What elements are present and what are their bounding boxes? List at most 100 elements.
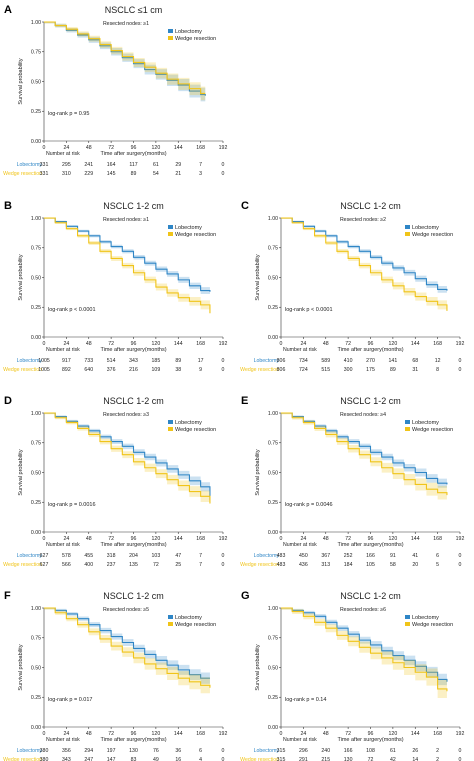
- risk-value-lobectomy: 29: [175, 162, 181, 168]
- panel-g: G NSCLC 1-2 cm Resected nodes: ≥6 0.00 0.25 0…: [240, 590, 464, 761]
- risk-value-lobectomy: 91: [390, 553, 396, 559]
- risk-value-wedge: 130: [344, 757, 353, 761]
- resected-nodes-label: Resected nodes: ≥1: [103, 217, 149, 223]
- pvalue-label: log-rank p = 0.95: [48, 111, 89, 117]
- risk-value-lobectomy: 733: [84, 358, 93, 364]
- risk-row-label-lobectomy: Lobectomy: [17, 358, 43, 364]
- risk-value-lobectomy: 295: [62, 162, 71, 168]
- risk-value-wedge: 0: [222, 171, 225, 177]
- risk-value-wedge: 0: [459, 367, 462, 373]
- risk-value-wedge: 229: [84, 171, 93, 177]
- risk-value-lobectomy: 315: [277, 748, 286, 754]
- risk-value-lobectomy: 0: [459, 748, 462, 754]
- resected-nodes-label: Resected nodes: ≥2: [340, 217, 386, 223]
- y-tick-label: 0.00: [31, 335, 41, 341]
- x-tick-label: 120: [389, 536, 398, 542]
- y-tick-label: 0.25: [31, 695, 41, 701]
- risk-row-label-wedge: Wedge resection: [240, 757, 279, 761]
- risk-value-wedge: 49: [153, 757, 159, 761]
- legend-swatch-lobectomy: [168, 225, 173, 229]
- risk-value-wedge: 291: [299, 757, 308, 761]
- risk-value-lobectomy: 130: [129, 748, 138, 754]
- x-axis-label: Time after surgery(months): [337, 347, 403, 353]
- x-tick-label: 0: [280, 341, 283, 347]
- panel-d: D NSCLC 1-2 cm Resected nodes: ≥3 0.00 0.25 0…: [3, 395, 227, 568]
- x-tick-label: 192: [219, 341, 228, 347]
- x-tick-label: 120: [389, 731, 398, 737]
- wedge-curve: [281, 607, 448, 692]
- resected-nodes-label: Resected nodes: ≥4: [340, 412, 386, 418]
- x-tick-label: 192: [219, 536, 228, 542]
- y-tick-label: 1.00: [268, 606, 278, 612]
- legend-swatch-wedge: [405, 622, 410, 626]
- risk-value-lobectomy: 141: [389, 358, 398, 364]
- y-tick-label: 0.75: [31, 636, 41, 642]
- risk-value-wedge: 89: [390, 367, 396, 373]
- wedge-curve: [281, 217, 448, 311]
- risk-table-title: Number at risk: [283, 347, 317, 353]
- risk-value-wedge: 0: [222, 367, 225, 373]
- x-axis-label: Time after surgery(months): [100, 151, 166, 157]
- risk-value-lobectomy: 197: [107, 748, 116, 754]
- y-axis-label: Survival probability: [255, 254, 261, 300]
- legend-label-wedge: Wedge resection: [175, 232, 216, 238]
- risk-value-wedge: 145: [107, 171, 116, 177]
- x-tick-label: 120: [152, 341, 161, 347]
- risk-value-wedge: 135: [129, 562, 138, 568]
- risk-value-wedge: 515: [321, 367, 330, 373]
- legend-label-wedge: Wedge resection: [175, 427, 216, 433]
- risk-value-lobectomy: 89: [175, 358, 181, 364]
- risk-value-lobectomy: 270: [366, 358, 375, 364]
- risk-value-wedge: 806: [277, 367, 286, 373]
- risk-table-title: Number at risk: [46, 151, 80, 157]
- risk-value-lobectomy: 483: [277, 553, 286, 559]
- x-axis-label: Time after surgery(months): [100, 347, 166, 353]
- risk-value-wedge: 237: [107, 562, 116, 568]
- risk-value-lobectomy: 185: [152, 358, 161, 364]
- risk-value-wedge: 4: [199, 757, 202, 761]
- y-tick-label: 0.75: [31, 50, 41, 56]
- risk-value-lobectomy: 240: [321, 748, 330, 754]
- risk-row-label-wedge: Wedge resection: [3, 367, 42, 373]
- x-tick-label: 24: [63, 731, 69, 737]
- x-tick-label: 144: [174, 731, 183, 737]
- risk-value-wedge: 109: [152, 367, 161, 373]
- panel-a: A NSCLC ≤1 cm Resected nodes: ≥1 0.00 0.25 0.…: [3, 4, 227, 177]
- risk-value-lobectomy: 47: [175, 553, 181, 559]
- x-tick-label: 192: [456, 341, 465, 347]
- chart-title: NSCLC 1-2 cm: [340, 396, 401, 406]
- risk-row-label-lobectomy: Lobectomy: [254, 748, 280, 754]
- legend-swatch-wedge: [168, 622, 173, 626]
- risk-value-wedge: 400: [84, 562, 93, 568]
- risk-value-lobectomy: 12: [435, 358, 441, 364]
- risk-value-lobectomy: 108: [366, 748, 375, 754]
- x-tick-label: 0: [43, 731, 46, 737]
- risk-value-lobectomy: 36: [175, 748, 181, 754]
- risk-value-wedge: 2: [436, 757, 439, 761]
- risk-value-lobectomy: 455: [84, 553, 93, 559]
- risk-value-lobectomy: 61: [153, 162, 159, 168]
- risk-value-wedge: 300: [344, 367, 353, 373]
- x-axis-label: Time after surgery(months): [100, 737, 166, 743]
- y-tick-label: 0.00: [31, 139, 41, 145]
- x-tick-label: 96: [131, 341, 137, 347]
- risk-value-wedge: 9: [199, 367, 202, 373]
- x-tick-label: 72: [345, 341, 351, 347]
- chart-title: NSCLC ≤1 cm: [105, 5, 162, 15]
- risk-value-wedge: 5: [436, 562, 439, 568]
- risk-value-lobectomy: 41: [412, 553, 418, 559]
- risk-value-lobectomy: 17: [198, 358, 204, 364]
- y-tick-label: 0.50: [31, 275, 41, 281]
- chart-title: NSCLC 1-2 cm: [103, 396, 164, 406]
- lobectomy-curve: [281, 412, 448, 485]
- risk-value-lobectomy: 117: [129, 162, 137, 168]
- lobectomy-ci-band: [281, 218, 447, 295]
- wedge-curve: [44, 412, 211, 504]
- panel-b: B NSCLC 1-2 cm Resected nodes: ≥1 0.00 0.25 0…: [3, 200, 227, 373]
- wedge-ci-band: [281, 218, 447, 316]
- x-tick-label: 24: [300, 731, 306, 737]
- x-axis-label: Time after surgery(months): [337, 542, 403, 548]
- y-axis-label: Survival probability: [18, 254, 24, 300]
- risk-value-wedge: 16: [175, 757, 181, 761]
